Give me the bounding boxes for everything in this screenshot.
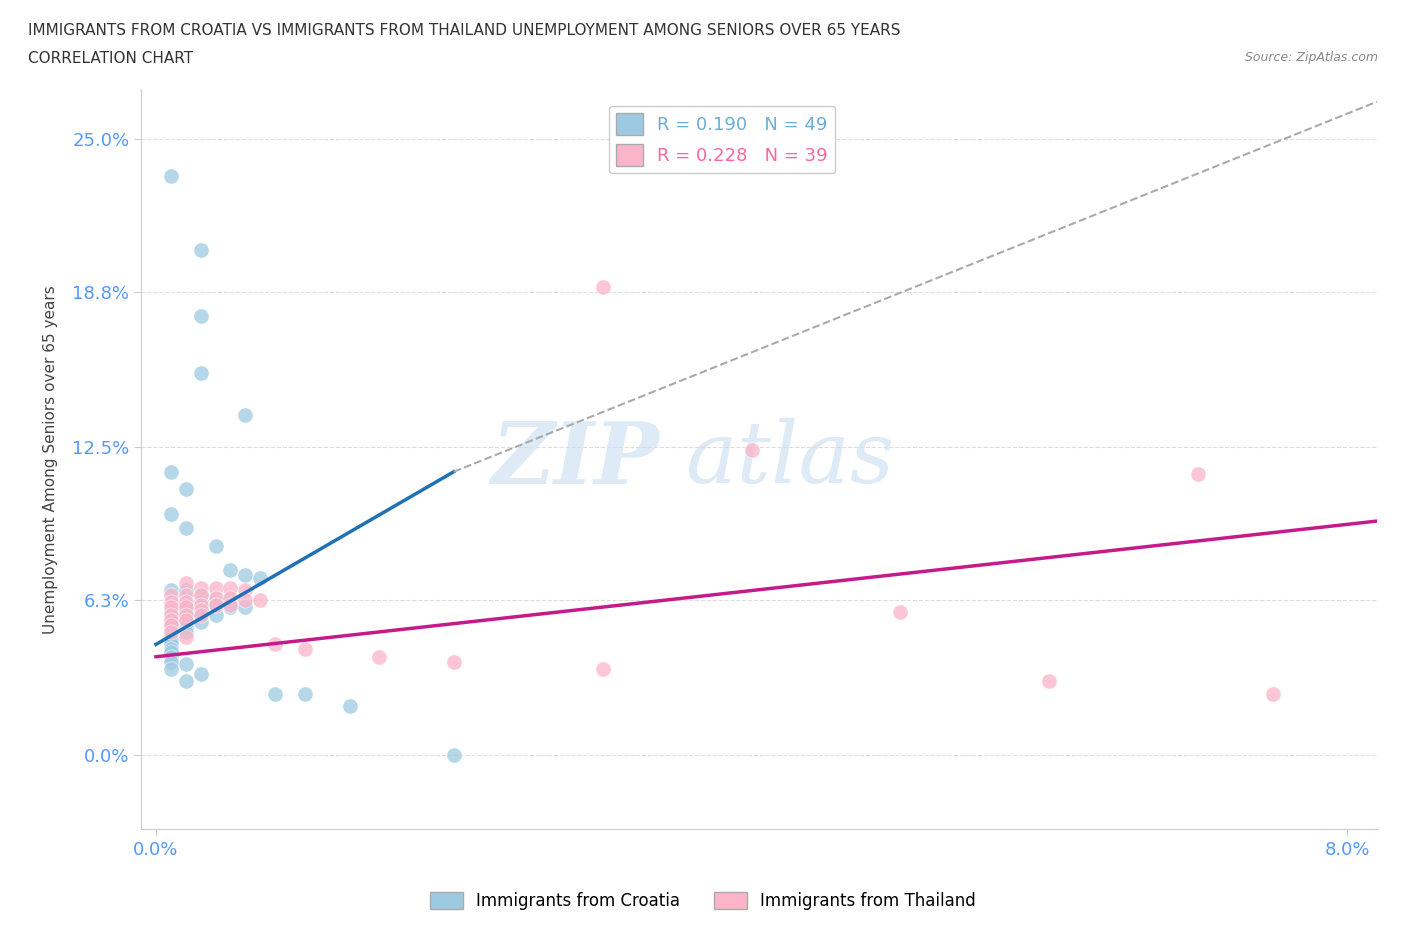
Point [249,592,271,607]
Point [174,600,197,615]
Point [160,607,183,622]
Point [174,604,197,619]
Point [219,591,242,605]
Point [190,588,212,603]
Point [190,667,212,682]
Point [174,521,197,536]
Point [443,748,465,763]
Point [204,538,226,553]
Point [204,591,226,605]
Point [204,597,226,612]
Point [339,698,361,713]
Point [443,654,465,669]
Point [219,600,242,615]
Point [160,604,183,619]
Point [160,612,183,627]
Point [174,482,197,497]
Point [190,309,212,324]
Text: atlas: atlas [685,418,894,500]
Text: Source: ZipAtlas.com: Source: ZipAtlas.com [1244,51,1378,64]
Point [294,642,316,657]
Point [174,595,197,610]
Point [160,583,183,598]
Legend: Immigrants from Croatia, Immigrants from Thailand: Immigrants from Croatia, Immigrants from… [423,885,983,917]
Point [160,168,183,183]
Point [160,630,183,644]
Point [219,592,242,607]
Y-axis label: Unemployment Among Seniors over 65 years: Unemployment Among Seniors over 65 years [44,285,58,633]
Point [160,649,183,664]
Point [160,642,183,657]
Point [190,597,212,612]
Point [233,583,256,598]
Point [249,570,271,585]
Point [160,625,183,640]
Point [174,625,197,640]
Point [190,595,212,610]
Text: CORRELATION CHART: CORRELATION CHART [28,51,193,66]
Point [160,637,183,652]
Point [233,407,256,422]
Point [174,630,197,644]
Point [741,442,763,457]
Point [1038,674,1060,689]
Point [160,644,183,659]
Point [174,619,197,634]
Legend: R = 0.190   N = 49, R = 0.228   N = 39: R = 0.190 N = 49, R = 0.228 N = 39 [609,106,835,173]
Text: ZIP: ZIP [492,418,661,501]
Point [204,592,226,607]
Point [1187,467,1209,482]
Point [190,365,212,380]
Point [204,597,226,612]
Point [219,563,242,578]
Text: IMMIGRANTS FROM CROATIA VS IMMIGRANTS FROM THAILAND UNEMPLOYMENT AMONG SENIORS O: IMMIGRANTS FROM CROATIA VS IMMIGRANTS FR… [28,23,901,38]
Point [190,607,212,622]
Point [368,649,391,664]
Point [294,686,316,701]
Point [190,607,212,622]
Point [233,592,256,607]
Point [160,625,183,640]
Point [174,583,197,598]
Point [174,588,197,603]
Point [160,464,183,479]
Point [160,595,183,610]
Point [592,661,614,676]
Point [190,615,212,630]
Point [190,243,212,258]
Point [160,654,183,669]
Point [174,576,197,591]
Point [592,279,614,294]
Point [174,607,197,622]
Point [174,612,197,627]
Point [160,618,183,632]
Point [264,686,287,701]
Point [174,612,197,627]
Point [204,607,226,622]
Point [1261,686,1284,701]
Point [219,597,242,612]
Point [190,603,212,618]
Point [160,600,183,615]
Point [204,580,226,595]
Point [219,580,242,595]
Point [174,657,197,671]
Point [190,588,212,603]
Point [160,588,183,603]
Point [174,674,197,689]
Point [233,568,256,583]
Point [160,612,183,627]
Point [233,600,256,615]
Point [190,580,212,595]
Point [889,604,911,619]
Point [160,661,183,676]
Point [264,637,287,652]
Point [160,506,183,521]
Point [160,618,183,632]
Point [160,632,183,647]
Point [174,600,197,615]
